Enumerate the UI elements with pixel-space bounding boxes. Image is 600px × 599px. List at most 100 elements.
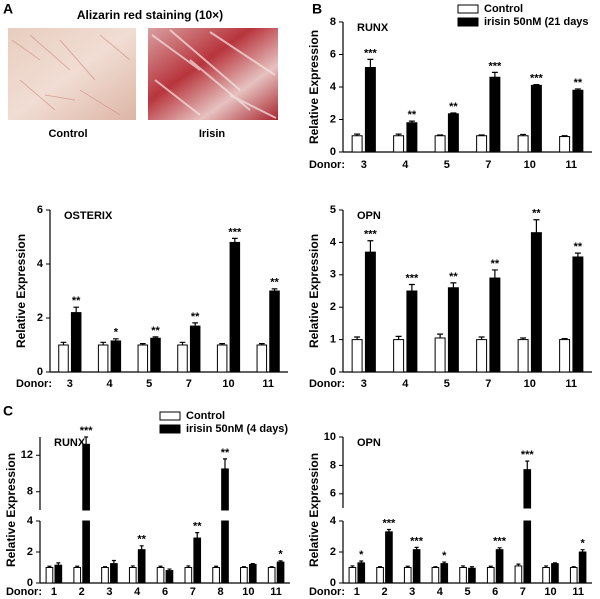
significance: ** (221, 447, 230, 459)
significance: *** (410, 535, 424, 547)
error-bar (84, 436, 89, 445)
bar (45, 567, 54, 584)
bar (459, 567, 467, 584)
error-bar (437, 134, 444, 136)
error-bar (491, 71, 498, 78)
bar (476, 339, 488, 373)
panel-label: A (3, 1, 13, 17)
error-bar (433, 566, 438, 568)
bar (184, 567, 193, 584)
bar (351, 339, 363, 373)
error-bar (395, 133, 402, 136)
y-axis-label: Relative Expression (307, 453, 321, 567)
error-bar (130, 565, 135, 568)
error-bar (214, 565, 219, 568)
bar (276, 561, 285, 584)
error-bar (561, 135, 568, 137)
x-tick-label: 11 (572, 586, 584, 598)
bar (150, 337, 161, 373)
x-tick-label: 10 (242, 586, 254, 598)
significance: * (359, 549, 364, 561)
x-tick-label: 1 (354, 586, 360, 598)
bar (468, 567, 476, 584)
error-bar (414, 546, 419, 550)
x-tick-label: 10 (544, 586, 556, 598)
x-tick-label: 10 (222, 378, 234, 390)
error-bar (450, 112, 457, 114)
error-bar (533, 219, 540, 233)
y-tick-label: 3 (330, 269, 336, 281)
error-bar (574, 88, 581, 91)
significance: * (580, 538, 585, 550)
error-bar (56, 562, 61, 566)
y-axis-label: Relative Expression (307, 30, 321, 144)
x-tick-label: 8 (217, 586, 223, 598)
x-tick-label: 11 (270, 586, 282, 598)
error-bar (408, 283, 415, 291)
bar (70, 312, 82, 373)
error-bar (497, 547, 502, 550)
bar (221, 468, 229, 511)
bar (189, 325, 201, 373)
significance: ** (191, 311, 200, 323)
bar (489, 76, 501, 153)
legend-swatch (159, 411, 181, 421)
y-tick-label: 2 (330, 301, 336, 313)
bar (58, 344, 69, 373)
x-tick-label: 11 (262, 378, 274, 390)
x-tick-label: 3 (361, 159, 367, 171)
image-label: Control (48, 128, 87, 140)
bar (351, 135, 363, 153)
bar (542, 567, 550, 584)
bar (434, 337, 446, 373)
error-bar (408, 120, 415, 123)
bar (523, 469, 532, 509)
bar (434, 135, 446, 153)
x-tick-label: 11 (565, 378, 577, 390)
error-bar (386, 528, 391, 532)
x-tick-label: 2 (381, 586, 387, 598)
bar (128, 567, 137, 584)
bar (403, 567, 412, 584)
x-tick-label: 2 (79, 586, 85, 598)
bar (177, 344, 188, 373)
x-tick-label: 5 (146, 378, 152, 390)
y-tick-label: 0 (330, 577, 336, 589)
significance: *** (364, 47, 378, 59)
error-bar (219, 343, 226, 345)
error-bar (478, 336, 485, 340)
chart-title: OSTERIX (64, 210, 113, 222)
bar (54, 564, 63, 584)
error-bar (544, 565, 549, 568)
error-bar (450, 282, 457, 288)
bar (193, 537, 202, 584)
bar (240, 567, 248, 584)
image-irisin (148, 28, 278, 120)
legend-label: irisin 50nM (4 days) (186, 423, 288, 435)
bar (357, 562, 366, 584)
bar (406, 290, 418, 373)
error-bar (469, 566, 474, 569)
image-label: Irisin (199, 128, 226, 140)
x-tick-label: 4 (402, 159, 409, 171)
significance: ** (72, 295, 81, 307)
legend-swatch (457, 17, 479, 27)
y-tick-label: 2 (330, 113, 336, 125)
image-control (8, 28, 136, 120)
x-axis-label: Donor: (309, 586, 345, 598)
bar (486, 567, 495, 584)
significance: ** (449, 271, 458, 283)
legend-swatch (457, 4, 479, 14)
error-bar (359, 560, 364, 563)
error-bar (223, 458, 227, 469)
error-bar (491, 269, 498, 279)
y-tick-label: 5 (330, 204, 336, 216)
significance: ** (491, 258, 500, 270)
significance: ** (151, 325, 160, 337)
significance: *** (405, 272, 419, 284)
y-tick-label: 8 (27, 486, 33, 498)
y-tick-label: 12 (21, 449, 33, 461)
error-bar (580, 549, 585, 552)
bar (447, 287, 459, 373)
error-bar (574, 252, 581, 257)
